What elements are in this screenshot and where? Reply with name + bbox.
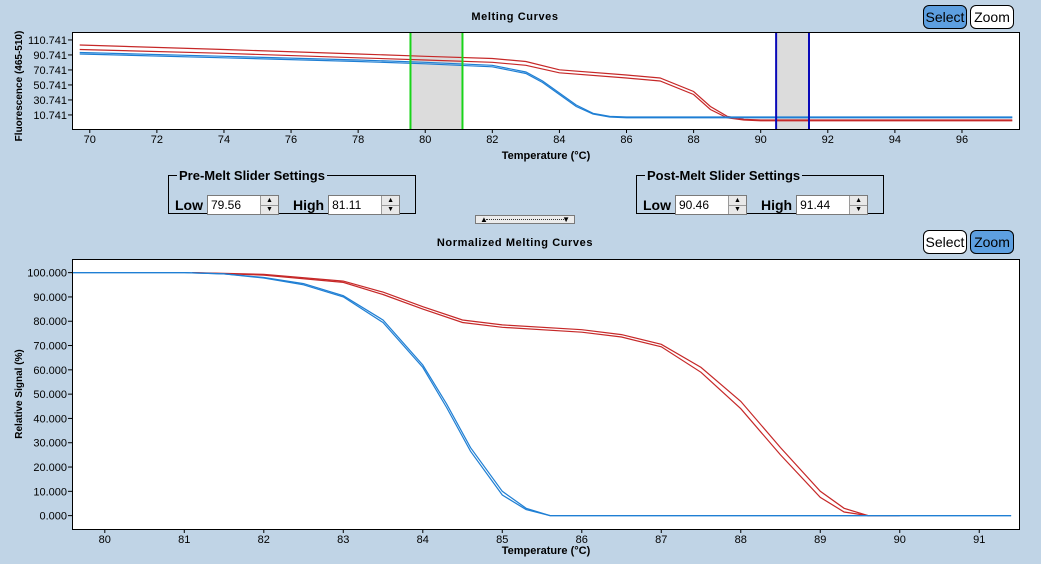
arrow-up-icon: ▲ bbox=[480, 215, 488, 224]
top-plot-area[interactable] bbox=[72, 32, 1020, 130]
top-y-tick-label: 10.741 bbox=[33, 110, 67, 122]
spin-up-icon[interactable]: ▲ bbox=[729, 196, 746, 205]
top-x-tick-label: 76 bbox=[285, 134, 297, 146]
top-x-tick-label: 74 bbox=[218, 134, 230, 146]
top-x-tick-label: 94 bbox=[889, 134, 901, 146]
pre-melt-low-spinner[interactable]: ▲▼ bbox=[207, 195, 279, 215]
top-x-tick-label: 78 bbox=[352, 134, 364, 146]
spin-down-icon[interactable]: ▼ bbox=[382, 204, 400, 214]
bottom-y-tick-label: 70.000 bbox=[33, 341, 67, 353]
post-melt-settings: Post-Melt Slider Settings Low ▲▼ High ▲▼ bbox=[636, 168, 884, 215]
panel-splitter-handle[interactable]: ▲ ▼ bbox=[475, 215, 575, 224]
bottom-x-axis-title: Temperature (°C) bbox=[502, 545, 591, 557]
top-select-button[interactable]: Select bbox=[923, 5, 967, 29]
spin-down-icon[interactable]: ▼ bbox=[729, 204, 746, 214]
top-chart-title: Melting Curves bbox=[471, 11, 559, 23]
bottom-y-tick-label: 0.000 bbox=[39, 511, 67, 523]
top-x-tick-label: 88 bbox=[687, 134, 699, 146]
post-melt-high-input[interactable] bbox=[797, 196, 850, 214]
top-series-blue-1 bbox=[79, 51, 1013, 118]
bottom-zoom-button[interactable]: Zoom bbox=[970, 230, 1014, 254]
bottom-series-red-2 bbox=[192, 272, 900, 517]
spin-down-icon[interactable]: ▼ bbox=[850, 204, 868, 214]
top-series-blue-2 bbox=[79, 53, 1013, 119]
spin-down-icon[interactable]: ▼ bbox=[261, 204, 278, 214]
top-y-tick-label: 70.741 bbox=[33, 65, 67, 77]
bottom-x-tick-label: 85 bbox=[496, 534, 508, 546]
top-x-tick-label: 86 bbox=[620, 134, 632, 146]
top-x-tick-label: 70 bbox=[84, 134, 96, 146]
bottom-y-tick-label: 30.000 bbox=[33, 438, 67, 450]
post-melt-legend: Post-Melt Slider Settings bbox=[647, 168, 801, 183]
spin-up-icon[interactable]: ▲ bbox=[382, 196, 400, 205]
bottom-y-axis-title: Relative Signal (%) bbox=[14, 349, 25, 438]
pre-melt-low-input[interactable] bbox=[208, 196, 260, 214]
top-x-tick-label: 96 bbox=[956, 134, 968, 146]
pre-melt-low-label: Low bbox=[175, 197, 203, 213]
post-melt-band bbox=[776, 33, 810, 129]
bottom-x-tick-label: 82 bbox=[258, 534, 270, 546]
pre-melt-band bbox=[410, 33, 463, 129]
bottom-series-blue-2 bbox=[73, 272, 1012, 517]
top-x-tick-label: 92 bbox=[822, 134, 834, 146]
bottom-x-tick-label: 91 bbox=[973, 534, 985, 546]
top-x-tick-label: 90 bbox=[755, 134, 767, 146]
top-x-axis-title: Temperature (°C) bbox=[502, 150, 591, 162]
spin-up-icon[interactable]: ▲ bbox=[850, 196, 868, 205]
arrow-down-icon: ▼ bbox=[562, 215, 570, 224]
bottom-x-tick-label: 86 bbox=[576, 534, 588, 546]
bottom-x-tick-label: 88 bbox=[735, 534, 747, 546]
bottom-y-tick-label: 10.000 bbox=[33, 486, 67, 498]
post-melt-low-input[interactable] bbox=[676, 196, 728, 214]
bottom-y-tick-label: 80.000 bbox=[33, 316, 67, 328]
bottom-y-tick-label: 50.000 bbox=[33, 389, 67, 401]
post-melt-high-spinner[interactable]: ▲▼ bbox=[796, 195, 869, 215]
bottom-y-tick-label: 100.000 bbox=[27, 268, 67, 280]
post-melt-low-label: Low bbox=[643, 197, 671, 213]
top-x-tick-label: 82 bbox=[486, 134, 498, 146]
bottom-x-tick-label: 80 bbox=[99, 534, 111, 546]
pre-melt-legend: Pre-Melt Slider Settings bbox=[179, 168, 325, 183]
top-x-tick-label: 84 bbox=[553, 134, 565, 146]
top-y-tick-label: 30.741 bbox=[33, 95, 67, 107]
bottom-x-tick-label: 81 bbox=[178, 534, 190, 546]
pre-melt-high-label: High bbox=[293, 197, 325, 213]
bottom-y-tick-label: 20.000 bbox=[33, 462, 67, 474]
bottom-x-tick-label: 84 bbox=[417, 534, 429, 546]
bottom-series-blue-1 bbox=[73, 272, 1012, 517]
splitter-grip bbox=[486, 219, 564, 220]
bottom-plot-area[interactable] bbox=[72, 259, 1020, 530]
top-y-tick-label: 50.741 bbox=[33, 80, 67, 92]
bottom-y-tick-label: 90.000 bbox=[33, 292, 67, 304]
bottom-chart-title: Normalized Melting Curves bbox=[436, 237, 594, 249]
top-y-axis-title: Fluorescence (465-510) bbox=[14, 31, 25, 142]
bottom-series-red-1 bbox=[192, 272, 900, 517]
bottom-x-tick-label: 89 bbox=[814, 534, 826, 546]
top-x-tick-label: 72 bbox=[151, 134, 163, 146]
spin-up-icon[interactable]: ▲ bbox=[261, 196, 278, 205]
bottom-select-button[interactable]: Select bbox=[923, 230, 967, 254]
top-zoom-button[interactable]: Zoom bbox=[970, 5, 1014, 29]
bottom-x-tick-label: 87 bbox=[655, 534, 667, 546]
post-melt-low-spinner[interactable]: ▲▼ bbox=[675, 195, 747, 215]
top-y-tick-label: 110.741 bbox=[28, 35, 67, 47]
top-y-tick-label: 90.741 bbox=[33, 50, 67, 62]
pre-melt-settings: Pre-Melt Slider Settings Low ▲▼ High ▲▼ bbox=[168, 168, 416, 215]
bottom-x-tick-label: 90 bbox=[894, 534, 906, 546]
bottom-y-tick-label: 60.000 bbox=[33, 365, 67, 377]
bottom-chart-canvas[interactable] bbox=[73, 260, 1019, 529]
bottom-y-tick-label: 40.000 bbox=[33, 413, 67, 425]
top-series-red-2 bbox=[79, 48, 1013, 122]
post-melt-high-label: High bbox=[761, 197, 793, 213]
top-x-tick-label: 80 bbox=[419, 134, 431, 146]
bottom-x-tick-label: 83 bbox=[337, 534, 349, 546]
pre-melt-high-spinner[interactable]: ▲▼ bbox=[328, 195, 401, 215]
pre-melt-high-input[interactable] bbox=[329, 196, 382, 214]
top-chart-canvas[interactable] bbox=[73, 33, 1019, 129]
